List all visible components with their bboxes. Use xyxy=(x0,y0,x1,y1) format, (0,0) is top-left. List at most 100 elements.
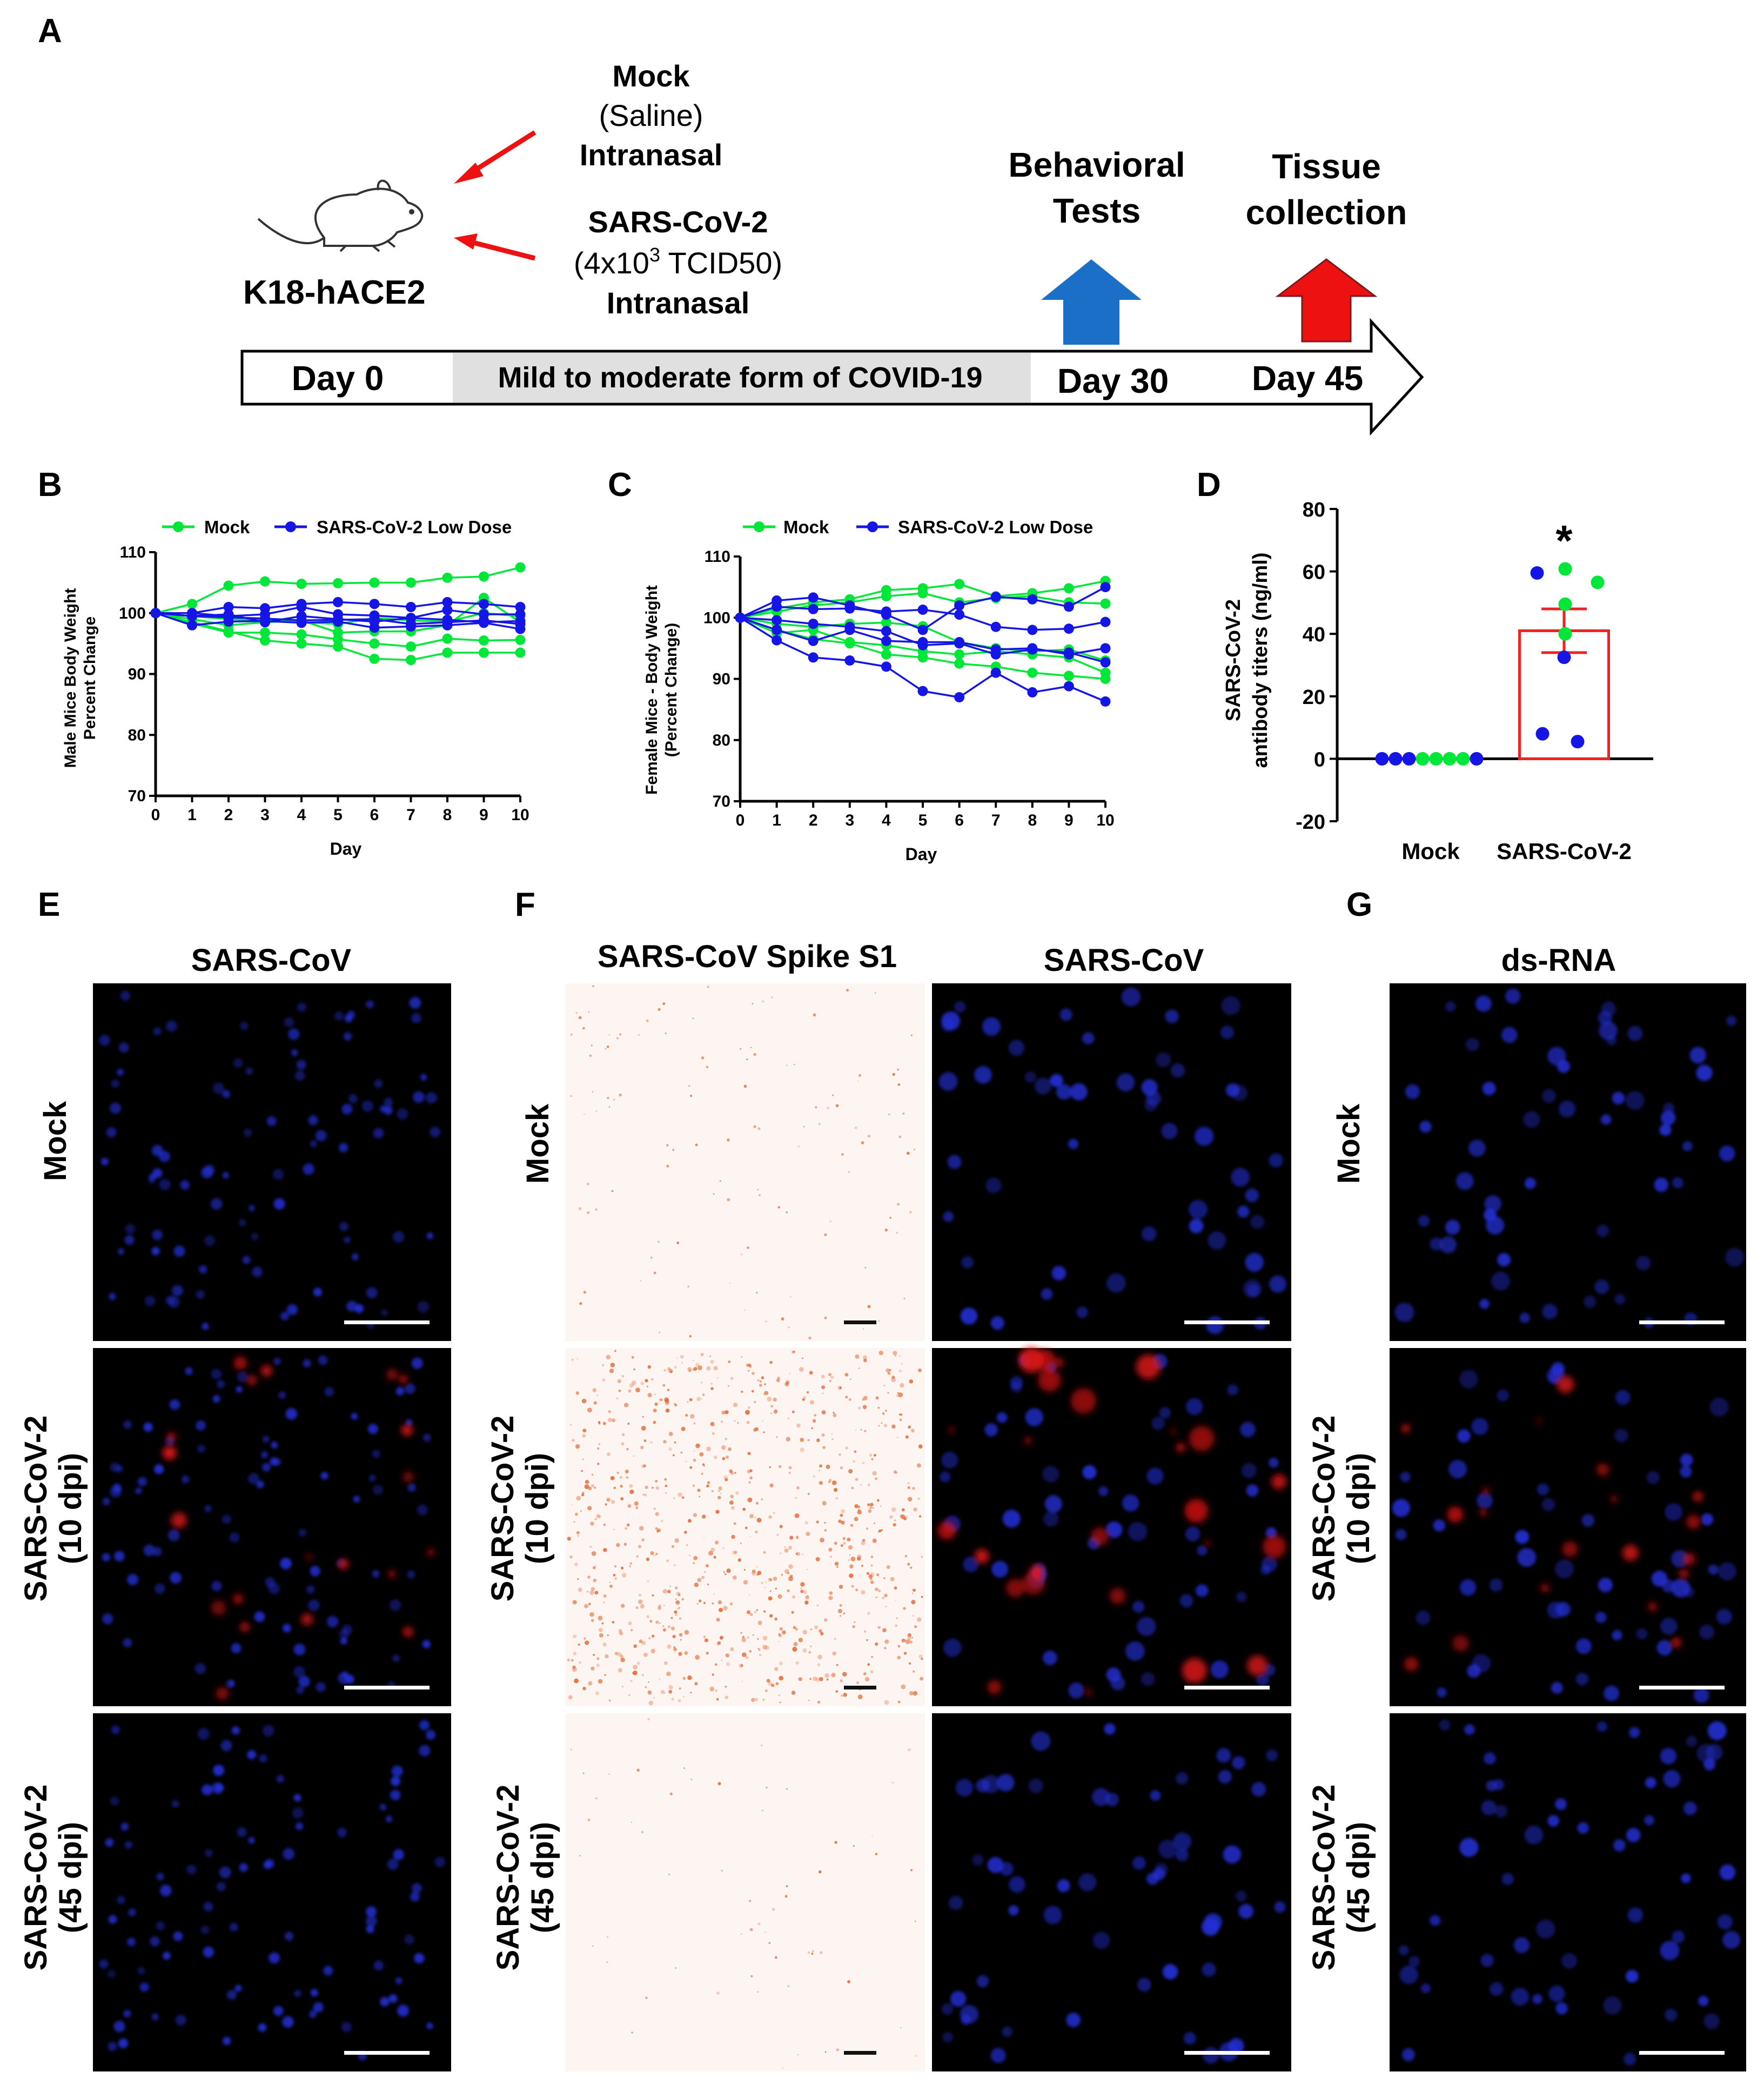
nucleus xyxy=(1445,1219,1460,1235)
viral-signal xyxy=(401,1424,413,1436)
nucleus xyxy=(308,2010,317,2019)
stain-dot xyxy=(676,1591,680,1596)
nucleus xyxy=(170,1572,182,1584)
nucleus xyxy=(1479,1299,1490,1309)
stain-dot xyxy=(768,1578,772,1582)
stain-dot xyxy=(595,1691,600,1695)
micrograph-background xyxy=(93,983,451,1341)
y-axis-label-b-line2: Percent Change xyxy=(81,616,99,740)
data-point xyxy=(515,619,526,629)
stain-dot xyxy=(855,1588,858,1592)
nucleus xyxy=(111,1079,119,1088)
nucleus xyxy=(366,1000,374,1009)
nucleus xyxy=(351,1413,358,1420)
row-label-45dpi-f-line1: SARS-CoV-2 xyxy=(491,1785,526,1971)
stain-dot xyxy=(910,1429,915,1433)
stain-dot xyxy=(848,1398,851,1401)
stain-dot xyxy=(912,1486,915,1490)
nucleus xyxy=(1577,1822,1589,1834)
data-point xyxy=(1558,562,1572,576)
data-point xyxy=(1429,752,1443,766)
stain-dot xyxy=(597,1463,600,1465)
stain-dot xyxy=(909,1211,912,1213)
viral-signal xyxy=(1204,1539,1211,1547)
stain-dot xyxy=(587,1183,589,1185)
data-point xyxy=(260,627,270,638)
viral-signal xyxy=(1679,1570,1685,1577)
stain-dot xyxy=(862,1355,867,1360)
stain-dot xyxy=(594,1591,599,1595)
nucleus xyxy=(1686,1735,1698,1747)
stain-dot xyxy=(585,1479,589,1484)
nucleus xyxy=(1615,1390,1631,1405)
stain-dot xyxy=(768,1681,773,1686)
x-tick-label: 7 xyxy=(991,812,1001,829)
stain-dot xyxy=(616,1037,619,1040)
stain-dot xyxy=(877,1499,880,1502)
nucleus xyxy=(411,1357,423,1369)
stain-dot xyxy=(794,1513,800,1518)
stain-dot xyxy=(729,1500,734,1505)
stain-dot xyxy=(827,1107,829,1110)
y-axis-label-c-line2: (Percent Change) xyxy=(662,623,680,757)
stain-dot xyxy=(579,1661,581,1664)
stain-dot xyxy=(788,1466,792,1470)
row-label-45dpi-e-line2: (45 dpi) xyxy=(53,1822,88,1933)
stain-dot xyxy=(662,1628,666,1632)
stain-dot xyxy=(659,1399,661,1401)
nucleus xyxy=(1165,1009,1179,1023)
stain-dot xyxy=(626,1447,629,1451)
stain-dot xyxy=(715,1540,719,1545)
stain-dot xyxy=(795,1628,798,1631)
stain-dot xyxy=(764,1391,768,1396)
nucleus xyxy=(1137,1617,1156,1637)
y-tick-label: 80 xyxy=(713,732,730,749)
viral-signal xyxy=(233,1356,247,1370)
nucleus xyxy=(1644,1815,1654,1826)
nucleus xyxy=(1430,1915,1441,1926)
nucleus xyxy=(114,1551,125,1561)
stain-dot xyxy=(819,1481,823,1485)
nuclei-layer xyxy=(99,1720,446,2061)
data-point xyxy=(369,622,380,633)
nucleus xyxy=(1056,1084,1072,1100)
stain-dot xyxy=(817,1700,821,1704)
behavioral-arrow-icon xyxy=(1041,259,1142,345)
stain-dot xyxy=(737,1422,739,1424)
stain-dot xyxy=(800,1438,804,1443)
stain-dot xyxy=(752,1003,754,1005)
stain-dot xyxy=(577,1578,579,1580)
nucleus xyxy=(982,1775,1000,1793)
stain-dot xyxy=(896,1394,899,1397)
stain-dot xyxy=(602,1378,606,1382)
stain-dot xyxy=(748,1406,750,1409)
nucleus xyxy=(1245,1188,1259,1203)
stain-dot xyxy=(655,1620,659,1624)
nucleus xyxy=(197,1728,210,1740)
column-title-g: ds-RNA xyxy=(1501,943,1617,978)
nucleus xyxy=(1262,1556,1277,1572)
nucleus xyxy=(1008,1040,1025,1056)
stain-dot xyxy=(850,1378,851,1380)
data-point xyxy=(917,686,928,696)
stain-dot xyxy=(598,1515,601,1518)
x-tick-label: 6 xyxy=(955,812,964,829)
nucleus xyxy=(1708,1564,1719,1575)
stain-dot xyxy=(857,1510,862,1514)
data-point xyxy=(333,627,343,638)
stain-dot xyxy=(606,1045,609,1048)
stain-dot xyxy=(796,1552,800,1556)
stain-dot xyxy=(573,1652,577,1656)
stain-dot xyxy=(884,1647,887,1650)
stain-dot xyxy=(730,1506,735,1510)
stain-dot xyxy=(757,1571,762,1575)
y-axis-label-d-line1: SARS-CoV-2 xyxy=(1222,599,1245,721)
viral-signal xyxy=(247,1376,257,1385)
stain-dot xyxy=(629,1562,633,1565)
stain-dot xyxy=(654,1393,656,1395)
stain-dot xyxy=(802,1630,808,1635)
stain-dot xyxy=(646,1615,649,1618)
micrograph-g-mock xyxy=(1390,983,1746,1341)
stain-dot xyxy=(710,1547,715,1552)
viral-signal xyxy=(1540,1584,1550,1593)
